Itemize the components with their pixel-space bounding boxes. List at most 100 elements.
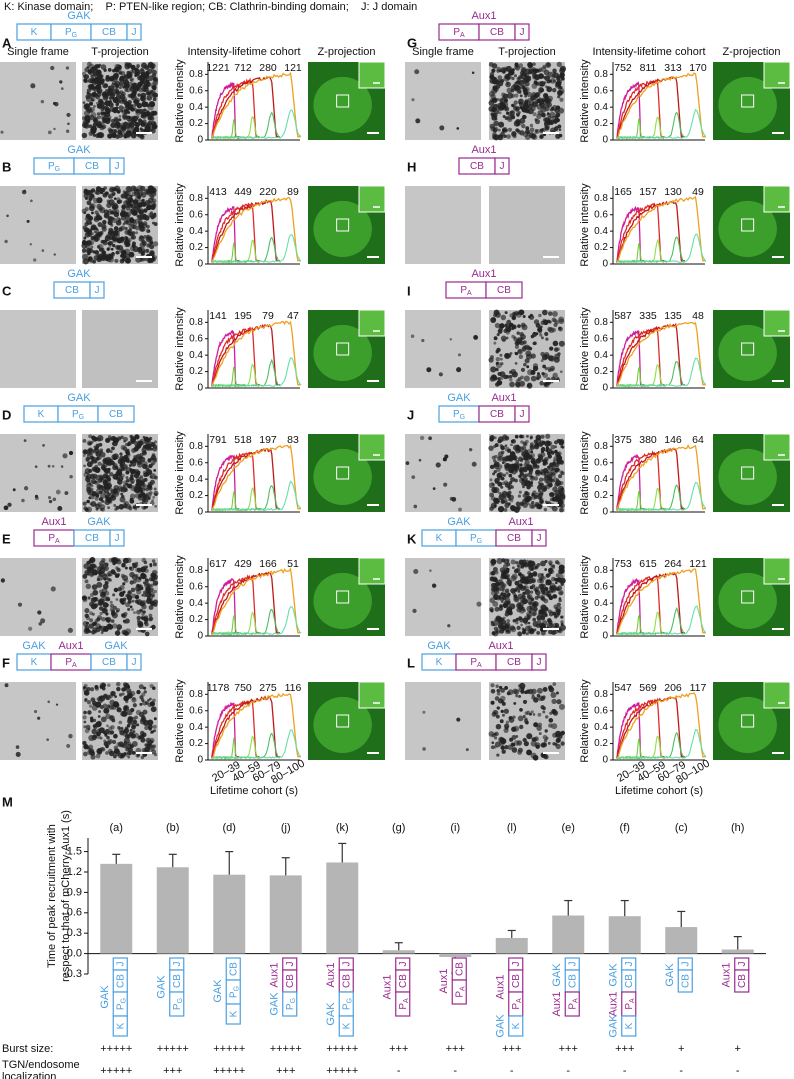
image-spot — [523, 474, 527, 478]
image-spot — [531, 710, 534, 713]
image-spot — [510, 443, 513, 446]
image-spot — [497, 706, 500, 709]
image-spot — [87, 481, 91, 485]
cohort-y-tick-label: 0.8 — [594, 565, 608, 576]
image-spot — [502, 714, 505, 717]
image-spot — [521, 107, 525, 111]
image-spot — [89, 557, 95, 563]
image-spot — [122, 613, 127, 618]
image-spot — [500, 719, 504, 723]
image-spot — [517, 590, 520, 593]
image-spot — [538, 696, 544, 702]
image-spot — [507, 559, 510, 562]
domain-label: CB — [102, 27, 116, 38]
image-spot — [37, 610, 41, 614]
cohort-y-tick-label: 0.8 — [594, 193, 608, 204]
domain-name: CB — [680, 974, 691, 988]
image-spot — [105, 477, 110, 482]
image-spot — [498, 122, 504, 128]
image-spot — [152, 570, 157, 575]
image-spot — [92, 705, 98, 711]
image-spot — [154, 125, 157, 128]
image-spot — [514, 457, 517, 460]
image-spot — [131, 608, 134, 611]
image-spot — [85, 457, 90, 462]
protein-name: GAK — [427, 640, 451, 652]
domain-name: CB — [454, 962, 465, 976]
image-spot — [137, 215, 143, 221]
cohort-y-tick-label: 0 — [602, 259, 608, 270]
image-spot — [554, 468, 559, 473]
cohort-count: 617 — [209, 558, 227, 570]
image-spot — [143, 79, 149, 85]
cohort-trace — [617, 201, 685, 262]
image-spot — [544, 332, 548, 336]
image-spot — [102, 220, 106, 224]
image-spot — [496, 348, 500, 352]
image-spot — [153, 122, 156, 125]
image-spot — [137, 93, 141, 97]
image-spot — [138, 584, 142, 588]
image-spot — [69, 475, 72, 478]
image-spot — [517, 740, 522, 745]
image-spot — [142, 241, 147, 246]
image-spot — [538, 314, 542, 318]
image-spot — [508, 484, 513, 489]
domain-name: J — [115, 962, 126, 967]
image-spot — [527, 92, 532, 97]
protein-name: Aux1 — [608, 991, 620, 1016]
cohort-y-tick-label: 0.4 — [189, 474, 203, 485]
image-spot — [530, 579, 533, 582]
image-spot — [517, 626, 521, 630]
image-spot — [490, 435, 495, 440]
image-spot — [546, 471, 549, 474]
domain-label: J — [341, 962, 352, 967]
image-spot — [494, 478, 499, 483]
image-spot — [90, 719, 94, 723]
image-spot — [513, 465, 519, 471]
column-header: T-projection — [91, 46, 148, 58]
image-spot — [527, 110, 530, 113]
cohort-y-tick-label: 0.2 — [594, 242, 608, 253]
image-spot — [87, 567, 92, 572]
cohort-y-label: Relative intensity — [579, 431, 591, 515]
image-spot — [544, 102, 550, 108]
domain-name: K — [228, 1010, 239, 1017]
image-spot — [508, 128, 512, 132]
image-spot — [120, 211, 126, 217]
image-spot — [127, 608, 130, 611]
bar — [100, 864, 132, 954]
image-spot — [83, 465, 86, 468]
row-value: +++++ — [326, 1065, 358, 1077]
domain-subscript: A — [55, 538, 60, 545]
image-spot — [30, 243, 32, 245]
image-spot — [524, 719, 528, 723]
image-spot — [147, 113, 151, 117]
image-spot — [98, 600, 103, 605]
row-value: +++++ — [326, 1043, 358, 1055]
image-spot — [151, 65, 154, 68]
image-spot — [152, 447, 157, 452]
image-spot — [506, 619, 510, 623]
image-spot — [515, 362, 518, 365]
image-spot — [545, 729, 548, 732]
image-spot — [519, 102, 524, 107]
image-spot — [515, 352, 518, 355]
image-spot — [98, 82, 102, 86]
cohort-y-tick-label: 0.2 — [189, 118, 203, 129]
image-spot — [97, 74, 103, 80]
image-spot — [125, 567, 128, 570]
domain-subscript: G — [177, 998, 184, 1003]
image-spot — [89, 750, 92, 753]
image-spot — [108, 739, 113, 744]
image-spot — [143, 129, 146, 132]
image-spot — [107, 619, 110, 622]
domain-name: J — [537, 657, 542, 668]
bar — [326, 862, 358, 953]
image-spot — [519, 118, 525, 124]
image-spot — [552, 69, 556, 73]
image-spot — [111, 217, 115, 221]
image-spot — [500, 746, 504, 750]
image-spot — [125, 451, 128, 454]
